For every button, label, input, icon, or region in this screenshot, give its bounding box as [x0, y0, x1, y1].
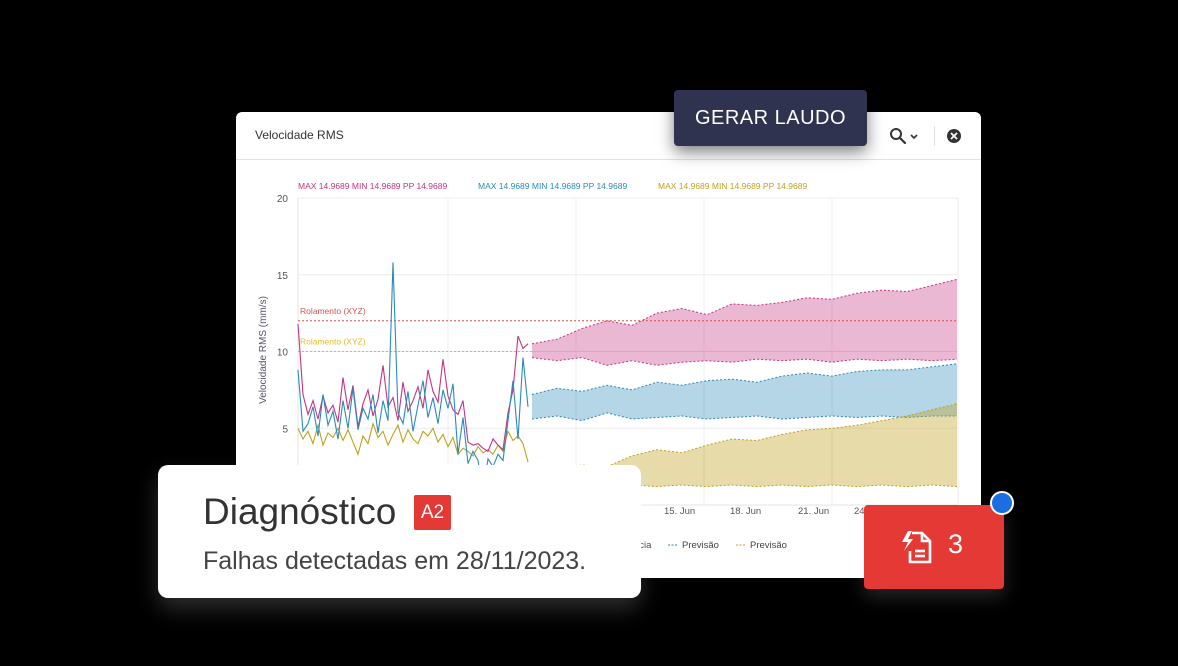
forecast-band — [532, 363, 957, 421]
gerar-laudo-button[interactable]: GERAR LAUDO — [674, 90, 867, 146]
x-tick-label: 18. Jun — [730, 506, 761, 517]
y-tick-label: 15 — [277, 271, 289, 282]
x-tick-label: 15. Jun — [664, 506, 695, 517]
panel-header: Velocidade RMS — [236, 112, 981, 160]
header-divider — [934, 126, 935, 146]
forecast-band — [532, 279, 957, 366]
y-tick-label: 20 — [277, 194, 289, 205]
forecast-lower-line — [531, 412, 957, 422]
diagnostic-subtitle: Falhas detectadas em 28/11/2023. — [203, 547, 587, 575]
panel-title: Velocidade RMS — [255, 128, 344, 142]
legend-entry: Previsão — [682, 540, 719, 551]
velocity-chart: 5 10 15 20 Velocidade RMS (mm/s) MAX 14.9689 … — [258, 181, 959, 551]
forecast-lower-line — [531, 357, 958, 366]
history-line — [297, 323, 529, 453]
y-tick-label: 10 — [277, 348, 289, 359]
notification-dot — [990, 491, 1014, 515]
zoom-menu-button[interactable] — [888, 126, 928, 146]
diagnostic-card: Diagnóstico A2 Falhas detectadas em 28/1… — [158, 465, 641, 598]
legend-entry: ncia — [634, 540, 652, 551]
file-alert-icon — [902, 531, 932, 564]
search-icon — [890, 128, 918, 145]
diagnostic-title: Diagnóstico — [203, 491, 397, 532]
close-icon — [947, 129, 961, 143]
y-tick-label: 5 — [282, 424, 288, 435]
x-tick-label: 24. — [854, 506, 867, 517]
chevron-down-icon — [910, 134, 918, 140]
history-line — [297, 262, 529, 490]
x-tick-label: 21. Jun — [798, 506, 829, 517]
forecast-upper-line — [531, 363, 958, 395]
close-button[interactable] — [944, 126, 964, 146]
failure-alert-button[interactable]: 3 — [864, 505, 1004, 589]
forecast-band — [532, 403, 957, 487]
series-stats: MAX 14.9689 MIN 14.9689 PP 14.9689 — [658, 181, 807, 191]
y-axis-label: Velocidade RMS (mm/s) — [258, 296, 269, 404]
severity-badge: A2 — [414, 495, 451, 530]
legend-entry: Previsão — [750, 540, 787, 551]
alert-count: 3 — [948, 529, 964, 559]
forecast-lower-line — [531, 484, 958, 488]
threshold-label: Rolamento (XYZ) — [300, 306, 366, 316]
series-stats: MAX 14.9689 MIN 14.9689 PP 14.9689 — [298, 181, 447, 191]
threshold-label: Rolamento (XYZ) — [300, 337, 366, 347]
series-stats: MAX 14.9689 MIN 14.9689 PP 14.9689 — [478, 181, 627, 191]
